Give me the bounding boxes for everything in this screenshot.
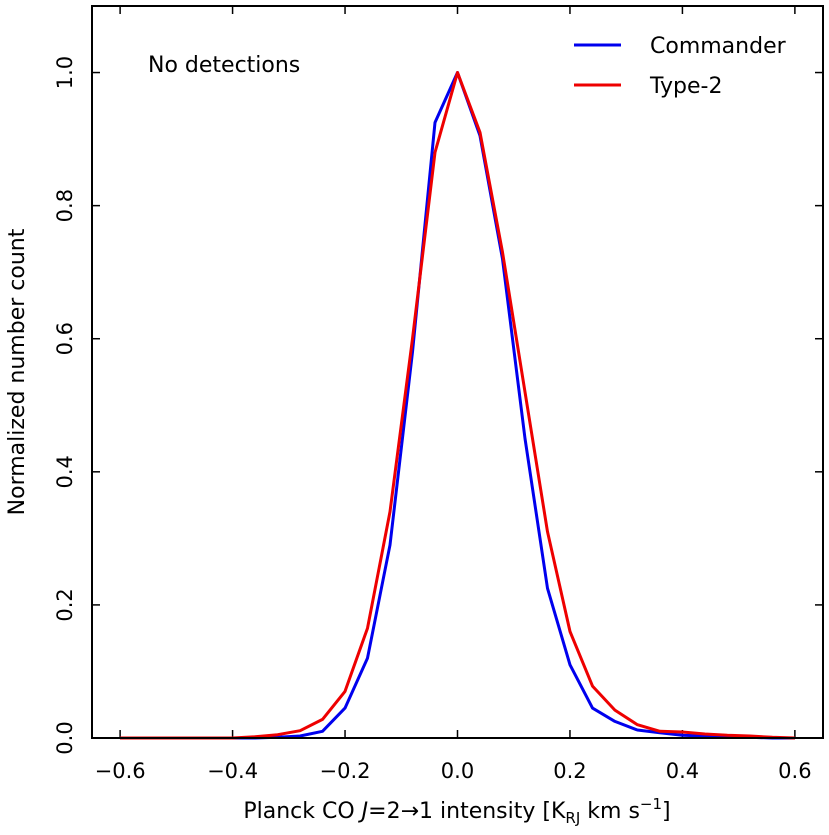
series-line-commander bbox=[120, 71, 795, 740]
annotation-text: No detections bbox=[148, 53, 300, 78]
x-tick-label: 0.4 bbox=[666, 759, 699, 783]
x-axis-title: Planck CO J=2→1 intensity [KRJ km s−1] bbox=[243, 795, 670, 827]
legend: Commander Type-2 bbox=[574, 34, 787, 99]
x-axis-title-subscript: RJ bbox=[565, 809, 580, 827]
y-tick-label: 0.4 bbox=[53, 455, 77, 488]
y-tick-label: 0.2 bbox=[53, 588, 77, 621]
legend-label-commander: Commander bbox=[650, 34, 787, 59]
x-axis-title-prefix: Planck CO bbox=[243, 799, 361, 824]
x-tick-label: 0.6 bbox=[778, 759, 811, 783]
x-tick-label: 0.0 bbox=[441, 759, 474, 783]
series-line-type-2 bbox=[120, 71, 795, 740]
x-axis-title-transition: =2→1 intensity [K bbox=[368, 799, 566, 824]
legend-label-type-2: Type-2 bbox=[649, 74, 722, 99]
x-axis-title-suffix: ] bbox=[662, 799, 671, 824]
x-axis-title-j: J bbox=[358, 799, 369, 824]
x-axis-title-units: km s bbox=[580, 799, 640, 824]
y-tick-label: 0.8 bbox=[53, 189, 77, 222]
x-tick-label: 0.2 bbox=[553, 759, 586, 783]
y-tick-label: 0.0 bbox=[53, 721, 77, 754]
x-axis-title-superscript: −1 bbox=[640, 795, 662, 813]
plot-frame bbox=[91, 5, 824, 739]
ticks-layer: −0.6 −0.4 −0.2 0.0 0.2 0.4 0.6 0.0 0.2 0.4 0.6 0.8 1… bbox=[53, 6, 823, 783]
y-tick-label: 1.0 bbox=[53, 56, 77, 89]
lines-layer bbox=[120, 71, 795, 740]
y-axis-title: Normalized number count bbox=[5, 228, 30, 515]
x-tick-label: −0.6 bbox=[95, 759, 146, 783]
x-tick-label: −0.4 bbox=[207, 759, 258, 783]
x-tick-label: −0.2 bbox=[320, 759, 371, 783]
y-tick-label: 0.6 bbox=[53, 322, 77, 355]
